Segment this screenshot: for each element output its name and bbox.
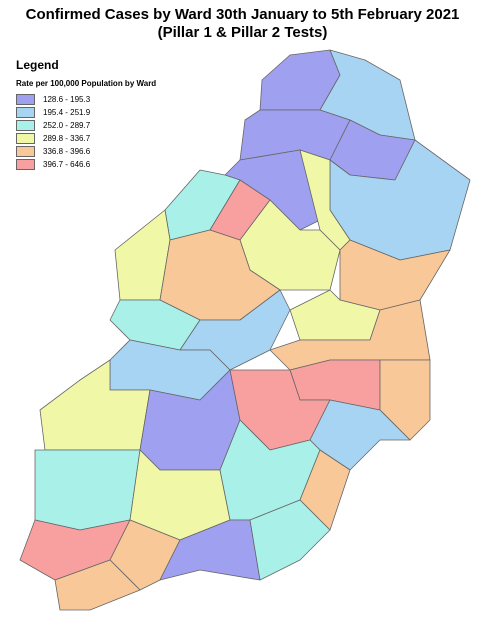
ward [114, 209, 171, 301]
legend-label: 128.6 - 195.3 [43, 95, 91, 104]
legend-label: 195.4 - 251.9 [43, 108, 91, 117]
legend-subtitle: Rate per 100,000 Population by Ward [16, 79, 157, 88]
legend-item: 195.4 - 251.9 [16, 107, 90, 119]
subtitle: (Pillar 1 & Pillar 2 Tests) [157, 24, 328, 41]
legend-title: Legend [16, 58, 59, 72]
ward [379, 359, 431, 441]
legend-label: 336.8 - 396.6 [43, 147, 91, 156]
ward [54, 559, 141, 611]
legend-item: 128.6 - 195.3 [16, 94, 90, 106]
ward [109, 519, 181, 591]
wards [19, 49, 471, 611]
legend-swatch [16, 107, 35, 119]
ward [249, 499, 331, 581]
legend-item: 396.7 - 646.6 [16, 159, 90, 171]
legend-swatch [16, 146, 35, 158]
legend-label: 252.0 - 289.7 [43, 121, 91, 130]
legend-swatch [16, 133, 35, 145]
title: Confirmed Cases by Ward 30th January to … [25, 6, 460, 23]
legend-swatch [16, 120, 35, 132]
legend-item: 289.8 - 336.7 [16, 133, 90, 145]
legend-label: 396.7 - 646.6 [43, 160, 91, 169]
legend-swatch [16, 159, 35, 171]
legend-label: 289.8 - 336.7 [43, 134, 91, 143]
ward [34, 449, 141, 531]
legend-item: 336.8 - 396.6 [16, 146, 90, 158]
legend-item: 252.0 - 289.7 [16, 120, 90, 132]
legend-swatch [16, 94, 35, 106]
